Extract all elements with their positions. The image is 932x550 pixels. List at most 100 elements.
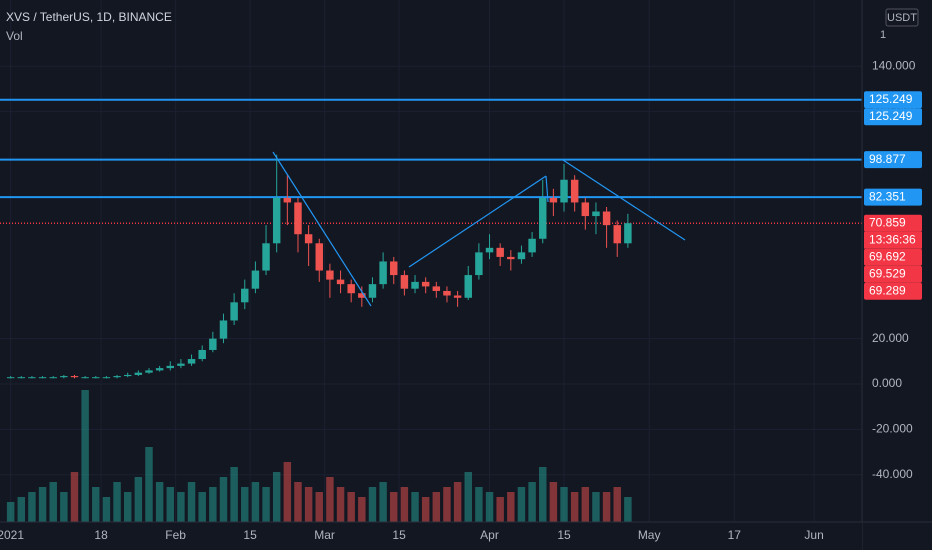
- candle-body: [453, 295, 462, 298]
- price-label-bg: [864, 248, 922, 266]
- currency[interactable]: USDT: [887, 12, 917, 24]
- candle-body: [230, 302, 238, 321]
- candle-body: [70, 376, 79, 378]
- price-label: 69.289: [869, 283, 906, 297]
- price-label-bg: [864, 265, 922, 283]
- volume-bar: [336, 487, 345, 522]
- volume-bar: [592, 492, 600, 522]
- candle-body: [326, 270, 334, 280]
- volume-bar: [230, 467, 238, 522]
- currency-box[interactable]: [885, 8, 919, 27]
- candle-body: [602, 211, 611, 226]
- candle-body: [315, 243, 323, 271]
- volume-bar: [92, 487, 100, 522]
- volume-bar: [209, 487, 217, 522]
- candle-body: [241, 288, 249, 303]
- volume-bar: [81, 390, 89, 522]
- volume-bar: [390, 492, 398, 522]
- volume-bar: [38, 487, 47, 522]
- candle-body: [155, 368, 164, 371]
- y-tick-label: 140.000: [872, 58, 916, 72]
- volume-bar: [507, 492, 515, 522]
- time-axis: [0, 522, 862, 550]
- candle-body: [624, 223, 632, 244]
- price-label-bg: [864, 108, 922, 126]
- volume-bar: [517, 487, 526, 522]
- volume-bar: [581, 487, 590, 522]
- x-tick-label: May: [638, 528, 661, 542]
- volume-bar: [198, 492, 206, 522]
- candle-body: [560, 179, 568, 203]
- candle-body: [581, 202, 590, 217]
- candle-body: [411, 281, 419, 289]
- candle-body: [368, 284, 377, 298]
- volume-bar: [432, 492, 441, 522]
- volume-bar: [262, 487, 270, 522]
- volume-legend: Vol: [6, 29, 23, 43]
- axis-labels: 140.000120.00020.0000.000-20.000-40.0002…: [0, 58, 922, 542]
- volume-bar: [155, 482, 164, 522]
- candle-body: [49, 377, 57, 379]
- candle-body: [549, 197, 558, 203]
- volume-bar: [400, 487, 409, 522]
- price-label-bg: [864, 91, 922, 109]
- volume-bar: [6, 502, 15, 522]
- volume-bar: [123, 492, 132, 522]
- volume-bar: [251, 482, 260, 522]
- volume-bar: [177, 492, 185, 522]
- candle-body: [81, 377, 89, 379]
- volume-bar: [570, 492, 579, 522]
- price-lines: [0, 98, 862, 224]
- volume-bar: [528, 482, 536, 522]
- volume-bar: [113, 482, 121, 522]
- volume-bar: [624, 497, 632, 522]
- volume-bar: [421, 497, 430, 522]
- candle-body: [336, 279, 345, 285]
- x-tick-label: 15: [243, 528, 257, 542]
- price-label: 98.877: [869, 152, 906, 166]
- volume-bar: [166, 487, 174, 522]
- trend-lines: [272, 151, 686, 307]
- price-label: 70.859: [869, 215, 906, 229]
- candle-body: [272, 197, 281, 244]
- countdown-bg: [864, 231, 922, 249]
- volume-bar: [602, 492, 611, 522]
- price-label-bg: [864, 282, 922, 300]
- candle-body: [432, 286, 441, 291]
- candle-body: [166, 365, 174, 369]
- volume-bar: [485, 492, 494, 522]
- candle-body: [475, 252, 483, 276]
- candle-body: [539, 197, 547, 239]
- symbol-legend: XVS / TetherUS, 1D, BINANCE: [6, 10, 172, 24]
- candle-body: [304, 234, 313, 244]
- volume-bar: [560, 487, 568, 522]
- candle-body: [60, 376, 68, 378]
- trend-line: [272, 151, 372, 307]
- price-label-bg: [864, 151, 922, 169]
- x-tick-label: Jun: [804, 528, 823, 542]
- candle-body: [592, 211, 600, 217]
- candle-body: [92, 377, 100, 379]
- candle-body: [294, 202, 302, 235]
- x-tick-label: 2021: [0, 528, 24, 542]
- candle-body: [283, 197, 292, 203]
- volume-bar: [539, 467, 547, 522]
- volume-bar: [453, 482, 462, 522]
- volume-bar: [272, 472, 281, 522]
- volume-bar: [358, 497, 366, 522]
- x-tick-label: Apr: [480, 528, 499, 542]
- volume-bar: [102, 497, 111, 522]
- volume-bar: [134, 477, 143, 522]
- candle-body: [517, 252, 526, 260]
- volume-bar: [28, 492, 36, 522]
- axis-mark: 1: [880, 29, 886, 41]
- candle-body: [570, 179, 579, 203]
- candle-body: [613, 225, 621, 244]
- volume-bar: [60, 492, 68, 522]
- volume-bar: [411, 492, 419, 522]
- candle-body: [251, 270, 260, 289]
- candle-body: [134, 372, 143, 375]
- candle-body: [6, 377, 15, 379]
- candle-body: [123, 374, 132, 377]
